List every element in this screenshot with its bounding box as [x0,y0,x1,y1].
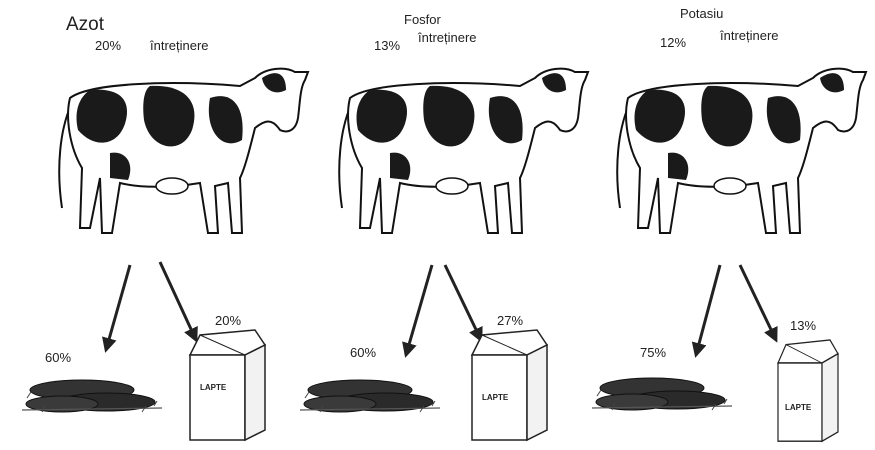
nutrient-title: Fosfor [404,12,442,27]
manure [300,380,440,412]
carton-label: LAPTE [482,393,509,402]
arrow [160,262,196,340]
milk-pct: 13% [790,318,816,333]
diagram: Azot 20% întreținere 60% 20% LAPTE Fosfo… [0,0,875,450]
cow [617,69,866,233]
cow [59,69,308,233]
milk-pct: 27% [497,313,523,328]
manure [22,380,162,412]
manure-pct: 60% [45,350,71,365]
arrow [406,265,432,355]
maintenance-pct: 13% [374,38,400,53]
maintenance-label: întreținere [719,28,779,43]
arrow [696,265,720,355]
carton-label: LAPTE [200,383,227,392]
nutrient-title: Potasiu [680,6,723,21]
manure [592,378,732,410]
maintenance-label: întreținere [417,30,477,45]
milk-carton [778,340,838,441]
maintenance-pct: 12% [660,35,686,50]
manure-pct: 60% [350,345,376,360]
cow [339,69,588,233]
arrow [445,265,481,340]
carton-label: LAPTE [785,403,812,412]
maintenance-label: întreținere [149,38,209,53]
maintenance-pct: 20% [95,38,121,53]
manure-pct: 75% [640,345,666,360]
milk-carton [472,330,547,440]
nutrient-title: Azot [66,14,105,35]
milk-pct: 20% [215,313,241,328]
arrow [740,265,776,340]
arrow [106,265,130,350]
